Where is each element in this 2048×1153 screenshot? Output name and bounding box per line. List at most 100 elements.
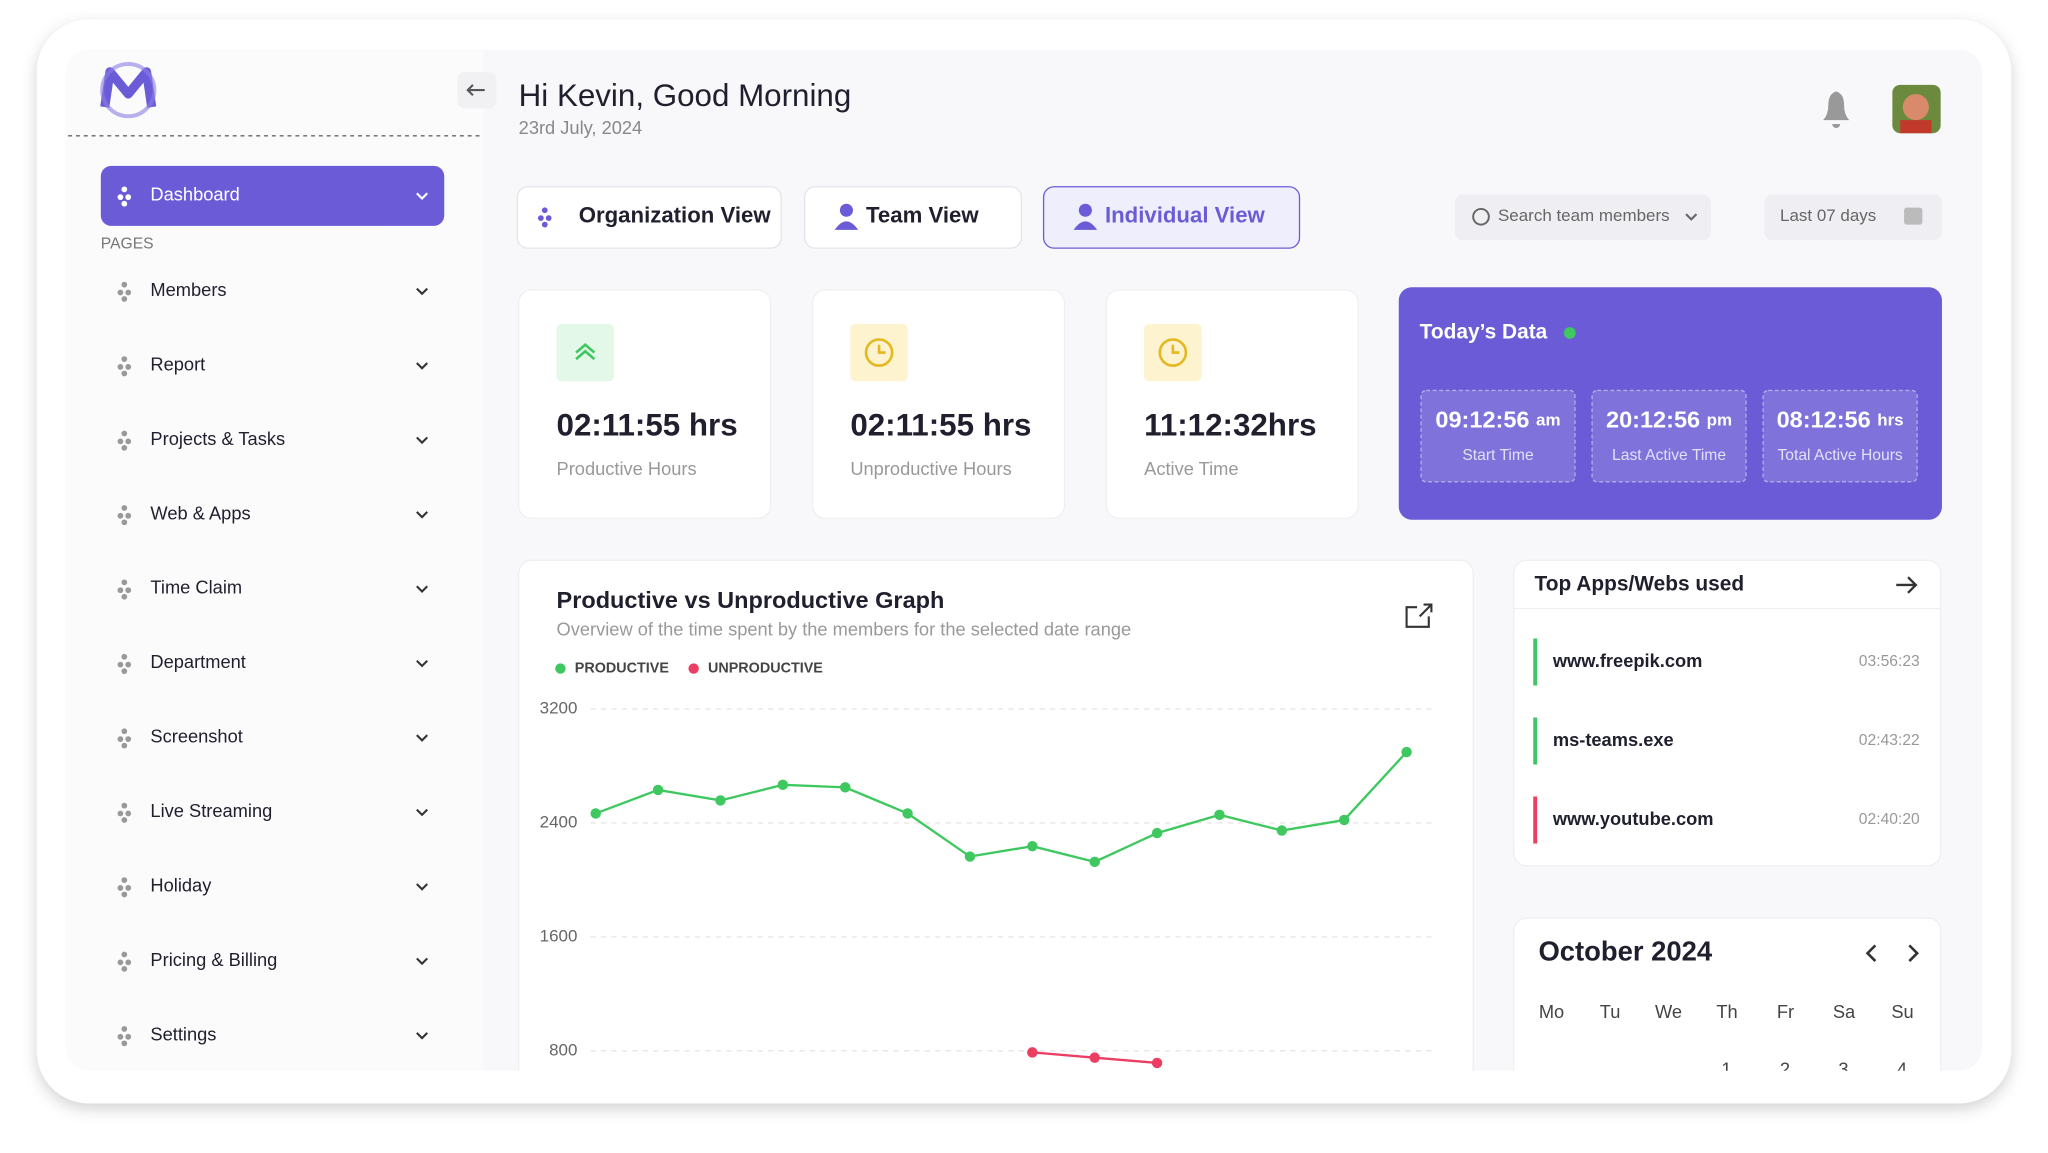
today-value: 08:12:56 hrs <box>1777 407 1904 433</box>
today-label: Start Time <box>1462 447 1534 464</box>
today-value-time: 08:12:56 <box>1777 407 1871 433</box>
icon-dot <box>117 1033 124 1040</box>
avatar-shirt <box>1900 120 1932 134</box>
data-point <box>652 784 664 796</box>
icon-dot <box>121 356 128 362</box>
nav-active[interactable] <box>100 165 445 226</box>
icon-dot <box>121 296 128 302</box>
legend-dot <box>555 663 566 674</box>
chevron <box>416 287 428 296</box>
legend-label: PRODUCTIVE <box>575 660 670 676</box>
icon-dot <box>545 215 552 221</box>
app-time: 02:43:22 <box>1859 732 1920 749</box>
section-label: PAGES <box>101 235 154 252</box>
stat-value: 02:11:55 hrs <box>557 407 738 442</box>
data-point <box>1151 827 1163 839</box>
icon-dot <box>125 587 132 594</box>
date-cell[interactable]: 1 <box>1721 1059 1731 1080</box>
nav-label: Live Streaming <box>150 800 272 821</box>
icon-dot <box>125 810 132 817</box>
nav-label: Time Claim <box>150 577 242 598</box>
icon-dot <box>117 364 124 370</box>
nav-label: Members <box>150 279 226 300</box>
icon-dot <box>121 505 128 511</box>
icon-dot <box>121 742 128 749</box>
weekday: Tu <box>1600 1001 1621 1022</box>
chevron <box>416 1032 428 1040</box>
icon-dot <box>125 438 132 445</box>
today-card <box>1398 287 1942 520</box>
data-point <box>1027 840 1038 852</box>
chevron <box>416 883 428 891</box>
data-point <box>1276 825 1288 836</box>
icon-dot <box>121 579 128 586</box>
today-label: Last Active Time <box>1612 447 1726 464</box>
date-cell[interactable]: 2 <box>1780 1059 1790 1080</box>
search-box[interactable] <box>1454 194 1711 241</box>
app-time: 03:56:23 <box>1859 653 1920 670</box>
chevron <box>416 362 428 370</box>
search-placeholder: Search team members <box>1498 206 1670 225</box>
view-label: Organization View <box>579 203 772 228</box>
logo <box>100 67 157 108</box>
view-label: Individual View <box>1105 203 1266 228</box>
app-indicator <box>1533 717 1538 765</box>
icon-dot <box>125 1033 132 1040</box>
chevron <box>416 734 428 742</box>
icon-dot <box>121 593 128 600</box>
stat-value: 11:12:32hrs <box>1144 407 1316 442</box>
legend-dot <box>688 663 699 674</box>
next-month[interactable] <box>1908 944 1919 962</box>
icon-dot <box>117 661 124 668</box>
view-tab[interactable] <box>803 186 1023 249</box>
bell-icon[interactable] <box>1823 91 1850 128</box>
icon-dot <box>121 877 128 883</box>
icon-dot <box>121 1026 128 1032</box>
today-value-time: 20:12:56 <box>1606 407 1700 433</box>
icon-dot <box>125 194 132 201</box>
y-tick-label: 2400 <box>540 812 578 831</box>
icon-dot <box>117 810 124 817</box>
icon-dot <box>121 653 128 660</box>
export-icon[interactable] <box>1405 603 1433 628</box>
chevron <box>416 192 428 200</box>
data-point <box>1338 814 1350 826</box>
apps-arrow[interactable] <box>1896 576 1918 594</box>
data-point <box>1027 1047 1038 1058</box>
stat-card <box>1105 289 1359 520</box>
weekday: We <box>1655 1001 1682 1022</box>
apps-card <box>1513 559 1942 867</box>
collapse-icon <box>466 84 485 97</box>
date: 23rd July, 2024 <box>519 117 643 138</box>
range-select[interactable] <box>1764 194 1942 241</box>
prev-month[interactable] <box>1865 944 1877 962</box>
stat-label: Productive Hours <box>557 458 697 479</box>
today-label: Total Active Hours <box>1777 447 1902 464</box>
icon-dot <box>125 885 132 891</box>
weekday: Sa <box>1833 1001 1856 1022</box>
icon-dot <box>121 281 128 288</box>
stat-value: 02:11:55 hrs <box>850 407 1031 442</box>
data-point <box>777 779 789 791</box>
data-point <box>1089 856 1100 868</box>
avatar-face <box>1902 94 1929 121</box>
today-value: 09:12:56 am <box>1435 407 1560 433</box>
date-cell[interactable]: 4 <box>1897 1059 1907 1080</box>
chevron <box>416 585 428 593</box>
icon-dot <box>117 512 124 519</box>
search-icon <box>1472 207 1490 226</box>
weekday: Th <box>1716 1001 1737 1022</box>
view-tab[interactable] <box>1042 186 1301 249</box>
icon-dot <box>125 661 132 668</box>
date-cell[interactable]: 3 <box>1838 1059 1848 1080</box>
view-tab[interactable] <box>516 186 782 249</box>
stat-card <box>518 289 772 520</box>
nav-label: Settings <box>150 1023 216 1044</box>
icon-dot <box>121 668 128 675</box>
app-name: www.freepik.com <box>1552 650 1703 671</box>
chevron <box>416 957 428 966</box>
today-value-unit: pm <box>1707 411 1732 430</box>
data-point <box>1089 1052 1100 1063</box>
data-point <box>590 808 601 819</box>
icon-dot <box>117 194 124 201</box>
